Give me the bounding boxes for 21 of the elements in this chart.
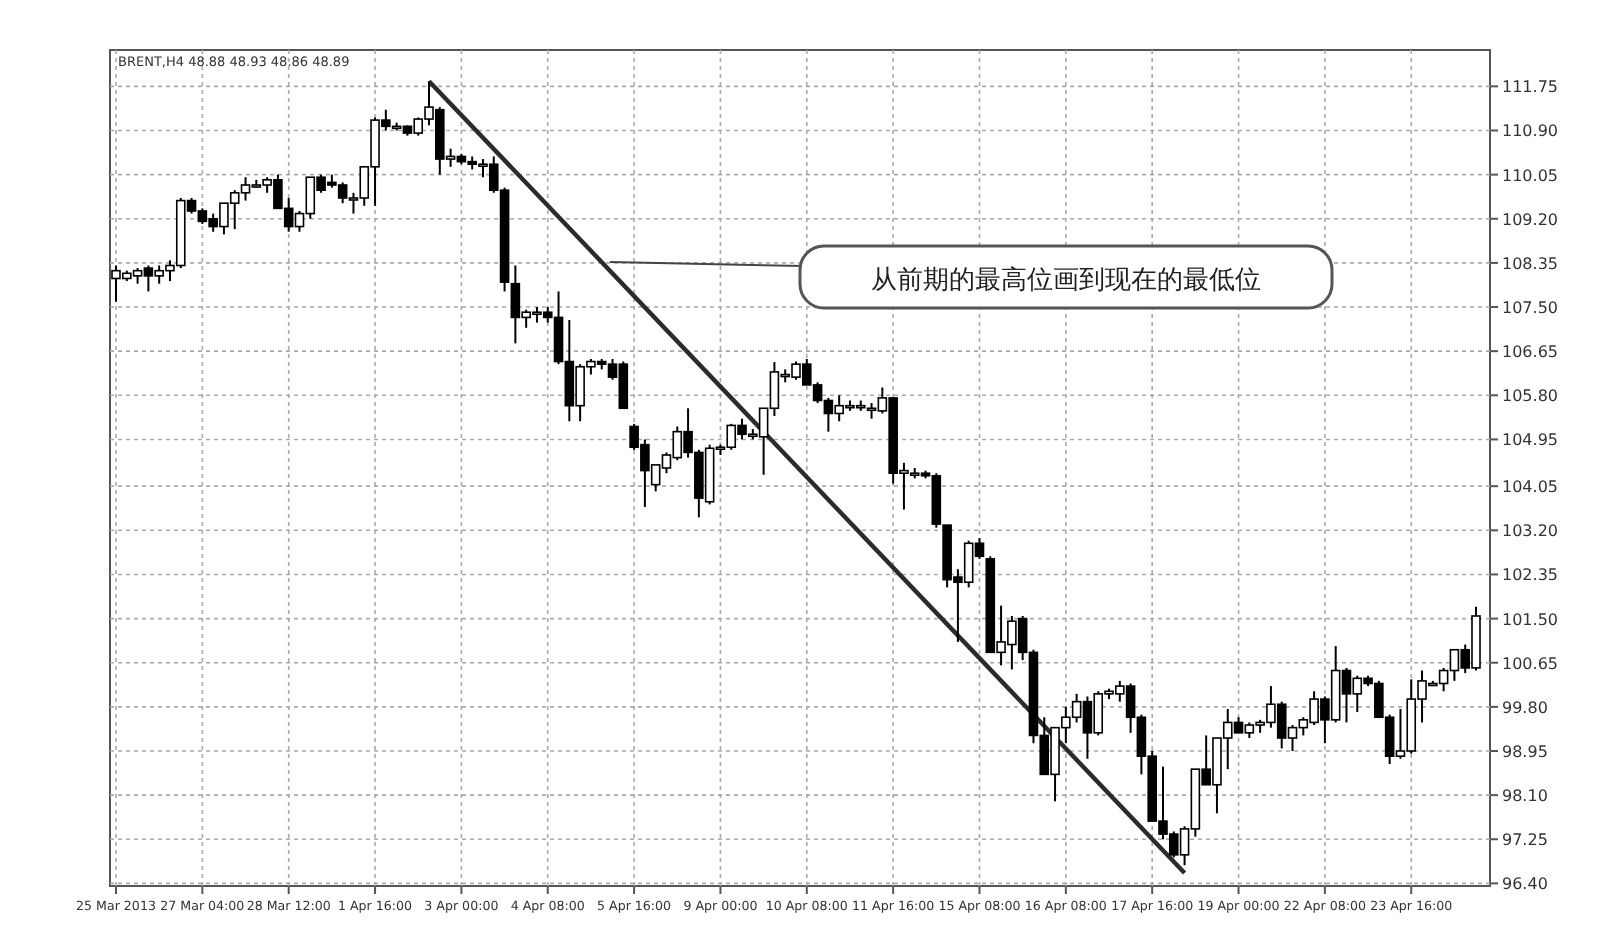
y-tick-label: 105.80 [1502, 387, 1558, 406]
y-tick-label: 111.75 [1502, 78, 1558, 97]
y-tick-label: 106.65 [1502, 343, 1558, 362]
y-tick-label: 99.80 [1502, 698, 1548, 717]
y-tick-label: 98.10 [1502, 787, 1548, 806]
y-tick-label: 104.95 [1502, 431, 1558, 450]
y-tick-label: 110.05 [1502, 166, 1558, 185]
y-tick-label: 104.05 [1502, 478, 1558, 497]
y-tick-label: 100.65 [1502, 654, 1558, 673]
y-tick-label: 101.50 [1502, 610, 1558, 629]
callout: 从前期的最高位画到现在的最低位 [609, 244, 1334, 310]
y-tick-label: 110.90 [1502, 122, 1558, 141]
y-tick-label: 97.25 [1502, 831, 1548, 850]
y-tick-label: 107.50 [1502, 299, 1558, 318]
y-tick-label: 102.35 [1502, 566, 1558, 585]
y-tick-label: 109.20 [1502, 210, 1558, 229]
y-tick-label: 108.35 [1502, 254, 1558, 273]
y-tick-label: 98.95 [1502, 742, 1548, 761]
y-tick-label: 103.20 [1502, 522, 1558, 541]
annotation: 从前期的最高位画到现在的最低位 [871, 264, 1261, 296]
y-tick-label: 96.40 [1502, 875, 1548, 894]
